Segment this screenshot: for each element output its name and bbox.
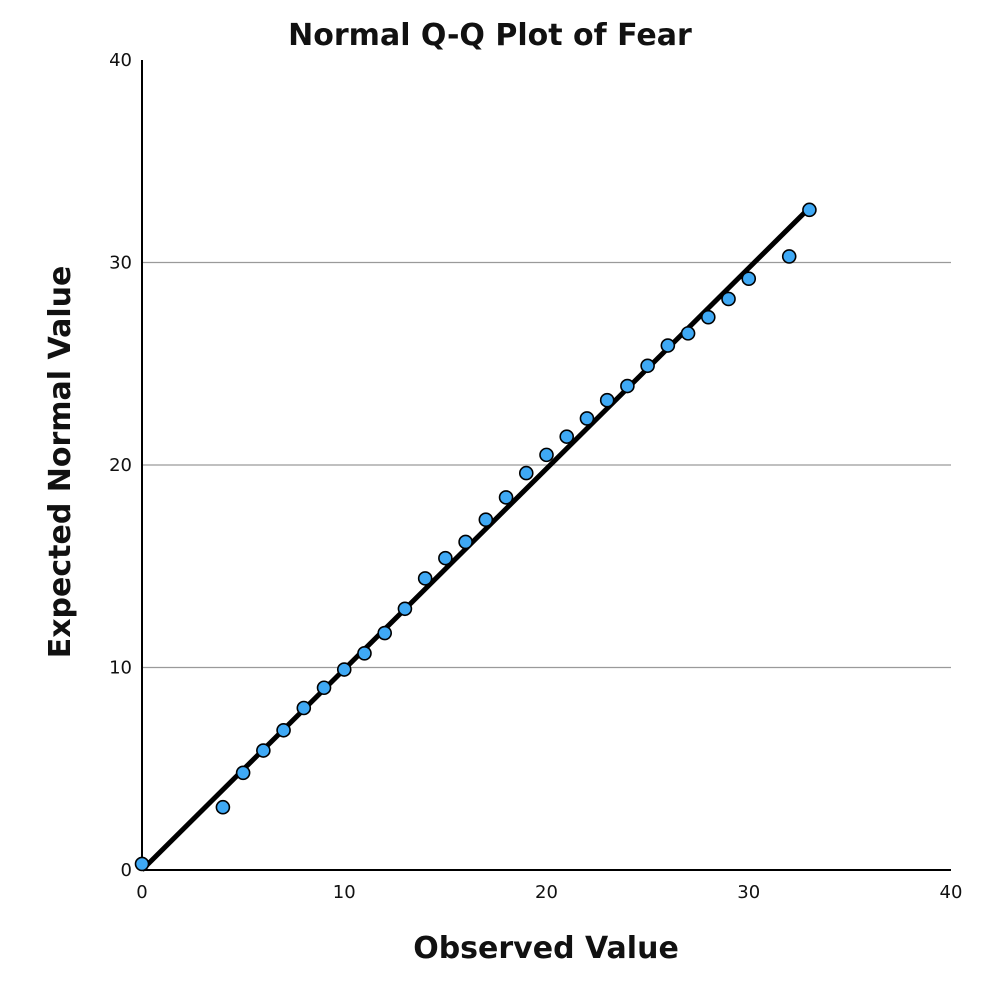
data-point [518,465,534,481]
x-tick-label: 40 [940,882,963,903]
data-point [680,326,696,341]
data-points [134,202,817,872]
gridlines [142,261,951,669]
data-point [417,571,433,586]
x-tick-label: 10 [333,882,356,903]
data-point [599,392,615,408]
y-tick-labels: 0 10 20 30 40 [109,50,132,881]
data-point [235,765,251,781]
x-tick-label: 20 [535,882,558,903]
y-tick-label: 10 [109,658,132,679]
reference-line [140,206,812,872]
data-point [700,309,716,325]
y-tick-label: 40 [109,50,132,71]
data-point [660,338,676,353]
data-point [458,534,473,550]
data-point [539,447,554,463]
data-point [620,378,635,394]
data-point [741,271,757,287]
data-point [498,490,514,505]
data-point [336,662,352,677]
data-point [438,550,453,566]
data-point [377,625,393,641]
data-point [802,202,817,218]
data-point [478,512,494,527]
data-point [296,700,312,716]
y-axis-label: Expected Normal Value [43,266,78,659]
data-point [397,601,413,617]
data-point [781,249,797,264]
data-point [134,856,150,872]
y-tick-label: 30 [109,253,132,274]
data-point [640,358,655,374]
data-point [316,680,332,696]
x-axis-label: Observed Value [413,931,679,966]
x-tick-labels: 0 10 20 30 40 [136,882,962,903]
data-point [357,646,372,661]
chart-title: Normal Q-Q Plot of Fear [288,18,692,53]
y-tick-label: 0 [121,860,132,881]
data-point [215,799,231,815]
axes [141,60,951,871]
data-point [276,722,291,738]
data-point [721,291,736,307]
x-tick-label: 30 [737,882,760,903]
y-tick-label: 20 [109,455,132,476]
x-tick-label: 0 [136,882,147,903]
data-point [559,429,575,444]
data-point [579,411,595,426]
data-point [256,743,271,758]
